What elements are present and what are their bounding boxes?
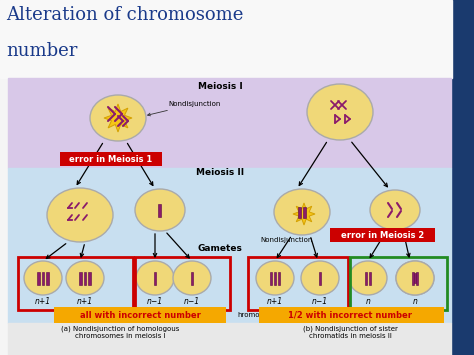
Text: Nondisjunction: Nondisjunction — [147, 101, 220, 116]
Ellipse shape — [396, 261, 434, 295]
Text: n: n — [412, 297, 418, 306]
Ellipse shape — [396, 261, 434, 295]
Ellipse shape — [173, 261, 211, 295]
Ellipse shape — [307, 84, 373, 140]
Text: n: n — [365, 297, 371, 306]
Bar — [46, 272, 48, 284]
Ellipse shape — [66, 261, 104, 295]
Ellipse shape — [135, 189, 185, 231]
Text: n+1: n+1 — [77, 297, 93, 306]
Text: all with incorrect number: all with incorrect number — [80, 311, 201, 320]
Bar — [8, 78, 451, 168]
Ellipse shape — [256, 261, 294, 295]
Text: n−1: n−1 — [184, 297, 200, 306]
Text: hromosomes: hromosomes — [237, 312, 282, 318]
Bar — [369, 272, 371, 284]
Text: 1/2 with incorrect number: 1/2 with incorrect number — [288, 311, 412, 320]
FancyBboxPatch shape — [60, 152, 162, 166]
Text: error in Meiosis 2: error in Meiosis 2 — [341, 230, 424, 240]
Bar — [88, 272, 91, 284]
Bar — [42, 272, 44, 284]
Polygon shape — [293, 203, 315, 225]
Text: (b) Nondisjunction of sister
chromatids in meiosis II: (b) Nondisjunction of sister chromatids … — [302, 325, 397, 339]
Ellipse shape — [24, 261, 62, 295]
Bar — [274, 272, 276, 284]
Bar — [278, 272, 280, 284]
Bar — [37, 272, 40, 284]
Bar — [0, 0, 452, 78]
FancyBboxPatch shape — [54, 307, 226, 323]
Ellipse shape — [47, 188, 113, 242]
Bar — [452, 0, 474, 355]
Bar — [416, 272, 418, 284]
Text: Nondisjunction: Nondisjunction — [260, 237, 312, 243]
Bar — [8, 323, 451, 355]
Text: Meiosis II: Meiosis II — [196, 168, 244, 177]
Bar — [319, 272, 321, 284]
Text: Gametes: Gametes — [198, 244, 242, 253]
Bar — [298, 207, 301, 218]
Text: Meiosis I: Meiosis I — [198, 82, 242, 91]
Text: n+1: n+1 — [35, 297, 51, 306]
Ellipse shape — [349, 261, 387, 295]
Bar — [191, 272, 193, 284]
Bar — [158, 203, 162, 217]
Text: error in Meiosis 1: error in Meiosis 1 — [69, 154, 153, 164]
Bar — [154, 272, 156, 284]
Bar — [303, 207, 306, 218]
Bar — [414, 273, 416, 283]
Text: Alteration of chromosome: Alteration of chromosome — [6, 6, 243, 24]
FancyBboxPatch shape — [259, 307, 444, 323]
Text: number: number — [6, 42, 77, 60]
Bar — [84, 272, 86, 284]
Bar — [80, 272, 82, 284]
Ellipse shape — [274, 189, 330, 235]
Bar — [365, 272, 367, 284]
Text: n−1: n−1 — [147, 297, 163, 306]
FancyBboxPatch shape — [330, 228, 435, 242]
Text: (a) Nondisjunction of homologous
chromosomes in meiosis I: (a) Nondisjunction of homologous chromos… — [61, 325, 179, 339]
Bar — [8, 168, 451, 323]
Bar — [412, 272, 414, 284]
Ellipse shape — [136, 261, 174, 295]
Bar — [270, 272, 273, 284]
Polygon shape — [104, 104, 132, 132]
Text: n−1: n−1 — [312, 297, 328, 306]
Text: n+1: n+1 — [267, 297, 283, 306]
Ellipse shape — [301, 261, 339, 295]
Ellipse shape — [370, 190, 420, 230]
Ellipse shape — [90, 95, 146, 141]
